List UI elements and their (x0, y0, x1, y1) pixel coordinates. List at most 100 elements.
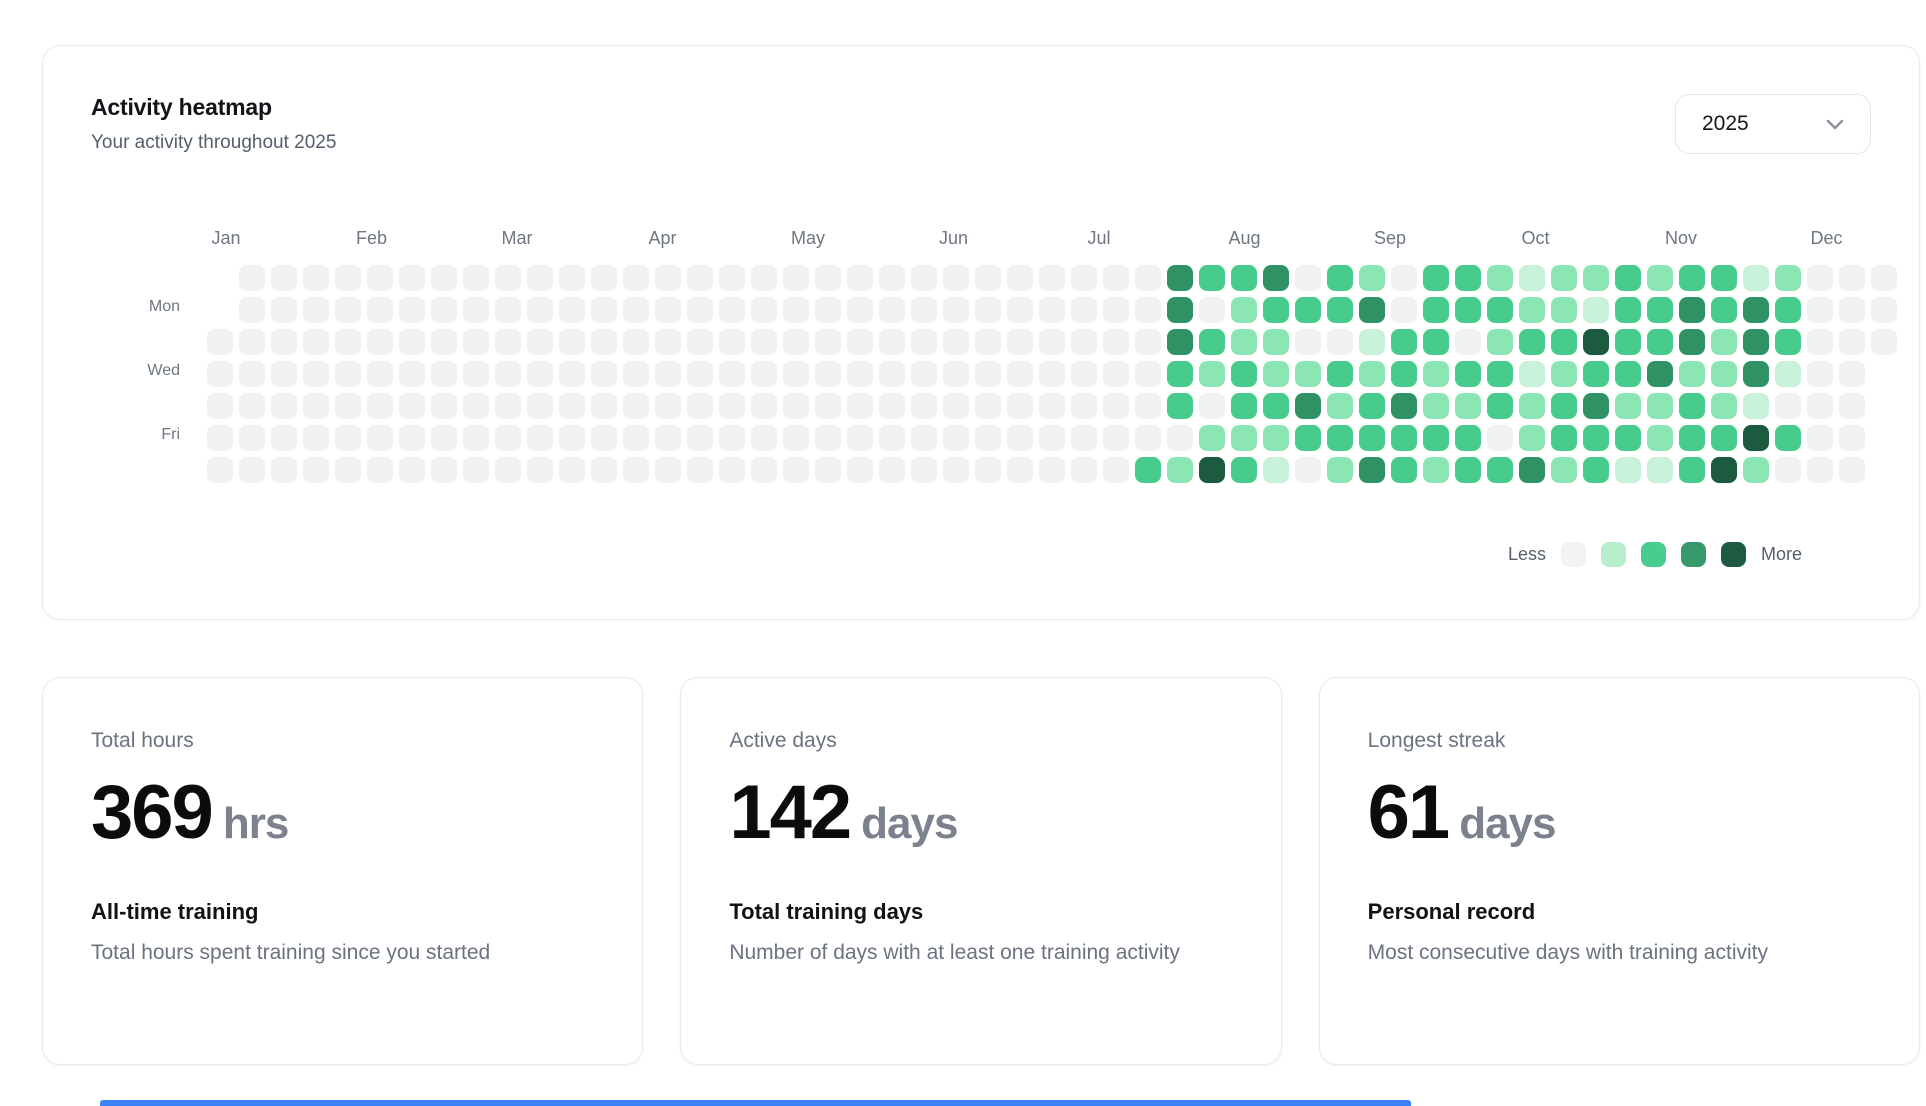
heatmap-cell[interactable] (431, 297, 457, 323)
heatmap-cell[interactable] (1519, 361, 1545, 387)
heatmap-cell[interactable] (591, 329, 617, 355)
heatmap-cell[interactable] (559, 265, 585, 291)
heatmap-cell[interactable] (303, 329, 329, 355)
heatmap-cell[interactable] (335, 361, 361, 387)
heatmap-cell[interactable] (783, 457, 809, 483)
heatmap-cell[interactable] (1679, 393, 1705, 419)
heatmap-cell[interactable] (1711, 393, 1737, 419)
heatmap-cell[interactable] (1871, 329, 1897, 355)
heatmap-cell[interactable] (943, 425, 969, 451)
heatmap-cell[interactable] (1007, 361, 1033, 387)
heatmap-cell[interactable] (1263, 425, 1289, 451)
heatmap-cell[interactable] (1199, 425, 1225, 451)
heatmap-cell[interactable] (719, 297, 745, 323)
heatmap-cell[interactable] (1679, 297, 1705, 323)
heatmap-cell[interactable] (399, 393, 425, 419)
heatmap-cell[interactable] (495, 297, 521, 323)
heatmap-cell[interactable] (1071, 329, 1097, 355)
heatmap-cell[interactable] (1871, 297, 1897, 323)
heatmap-cell[interactable] (591, 457, 617, 483)
heatmap-cell[interactable] (1295, 265, 1321, 291)
heatmap-cell[interactable] (1071, 457, 1097, 483)
heatmap-cell[interactable] (303, 425, 329, 451)
heatmap-cell[interactable] (1231, 265, 1257, 291)
heatmap-cell[interactable] (1135, 361, 1161, 387)
heatmap-cell[interactable] (1263, 361, 1289, 387)
heatmap-cell[interactable] (1615, 265, 1641, 291)
heatmap-cell[interactable] (271, 425, 297, 451)
heatmap-cell[interactable] (1615, 393, 1641, 419)
heatmap-cell[interactable] (879, 361, 905, 387)
heatmap-cell[interactable] (1039, 393, 1065, 419)
heatmap-cell[interactable] (847, 265, 873, 291)
heatmap-cell[interactable] (1519, 265, 1545, 291)
heatmap-cell[interactable] (1359, 457, 1385, 483)
heatmap-cell[interactable] (1679, 265, 1705, 291)
heatmap-cell[interactable] (1487, 425, 1513, 451)
heatmap-cell[interactable] (495, 393, 521, 419)
heatmap-cell[interactable] (1871, 265, 1897, 291)
heatmap-cell[interactable] (1743, 425, 1769, 451)
heatmap-cell[interactable] (1615, 297, 1641, 323)
heatmap-cell[interactable] (591, 425, 617, 451)
heatmap-cell[interactable] (1199, 393, 1225, 419)
heatmap-cell[interactable] (623, 297, 649, 323)
heatmap-cell[interactable] (1167, 457, 1193, 483)
heatmap-cell[interactable] (1359, 393, 1385, 419)
heatmap-cell[interactable] (399, 457, 425, 483)
heatmap-cell[interactable] (815, 297, 841, 323)
heatmap-cell[interactable] (239, 329, 265, 355)
heatmap-cell[interactable] (239, 297, 265, 323)
heatmap-cell[interactable] (207, 329, 233, 355)
heatmap-cell[interactable] (1295, 457, 1321, 483)
heatmap-cell[interactable] (943, 457, 969, 483)
heatmap-cell[interactable] (1199, 297, 1225, 323)
heatmap-cell[interactable] (975, 393, 1001, 419)
heatmap-cell[interactable] (623, 265, 649, 291)
heatmap-cell[interactable] (1295, 425, 1321, 451)
heatmap-cell[interactable] (719, 393, 745, 419)
heatmap-cell[interactable] (879, 457, 905, 483)
heatmap-cell[interactable] (943, 297, 969, 323)
heatmap-cell[interactable] (1615, 329, 1641, 355)
heatmap-cell[interactable] (1743, 265, 1769, 291)
heatmap-cell[interactable] (1295, 329, 1321, 355)
heatmap-cell[interactable] (495, 457, 521, 483)
heatmap-cell[interactable] (1487, 329, 1513, 355)
heatmap-cell[interactable] (335, 393, 361, 419)
heatmap-cell[interactable] (1711, 361, 1737, 387)
heatmap-cell[interactable] (1231, 393, 1257, 419)
heatmap-cell[interactable] (1775, 425, 1801, 451)
heatmap-cell[interactable] (367, 265, 393, 291)
heatmap-cell[interactable] (847, 361, 873, 387)
heatmap-cell[interactable] (1103, 425, 1129, 451)
heatmap-cell[interactable] (1455, 297, 1481, 323)
heatmap-cell[interactable] (335, 457, 361, 483)
heatmap-cell[interactable] (1103, 393, 1129, 419)
heatmap-cell[interactable] (239, 425, 265, 451)
heatmap-cell[interactable] (527, 329, 553, 355)
heatmap-cell[interactable] (1519, 425, 1545, 451)
heatmap-cell[interactable] (1519, 297, 1545, 323)
heatmap-cell[interactable] (1775, 265, 1801, 291)
heatmap-cell[interactable] (1647, 297, 1673, 323)
heatmap-cell[interactable] (1839, 457, 1865, 483)
heatmap-cell[interactable] (367, 457, 393, 483)
heatmap-cell[interactable] (847, 457, 873, 483)
heatmap-cell[interactable] (1039, 329, 1065, 355)
heatmap-cell[interactable] (527, 457, 553, 483)
heatmap-cell[interactable] (367, 297, 393, 323)
heatmap-cell[interactable] (1743, 393, 1769, 419)
heatmap-cell[interactable] (623, 361, 649, 387)
heatmap-cell[interactable] (751, 393, 777, 419)
heatmap-cell[interactable] (271, 329, 297, 355)
heatmap-cell[interactable] (559, 329, 585, 355)
heatmap-cell[interactable] (399, 329, 425, 355)
heatmap-cell[interactable] (1551, 361, 1577, 387)
heatmap-cell[interactable] (1231, 297, 1257, 323)
heatmap-cell[interactable] (463, 393, 489, 419)
heatmap-cell[interactable] (559, 457, 585, 483)
heatmap-cell[interactable] (1135, 393, 1161, 419)
heatmap-cell[interactable] (1743, 329, 1769, 355)
heatmap-cell[interactable] (1039, 265, 1065, 291)
